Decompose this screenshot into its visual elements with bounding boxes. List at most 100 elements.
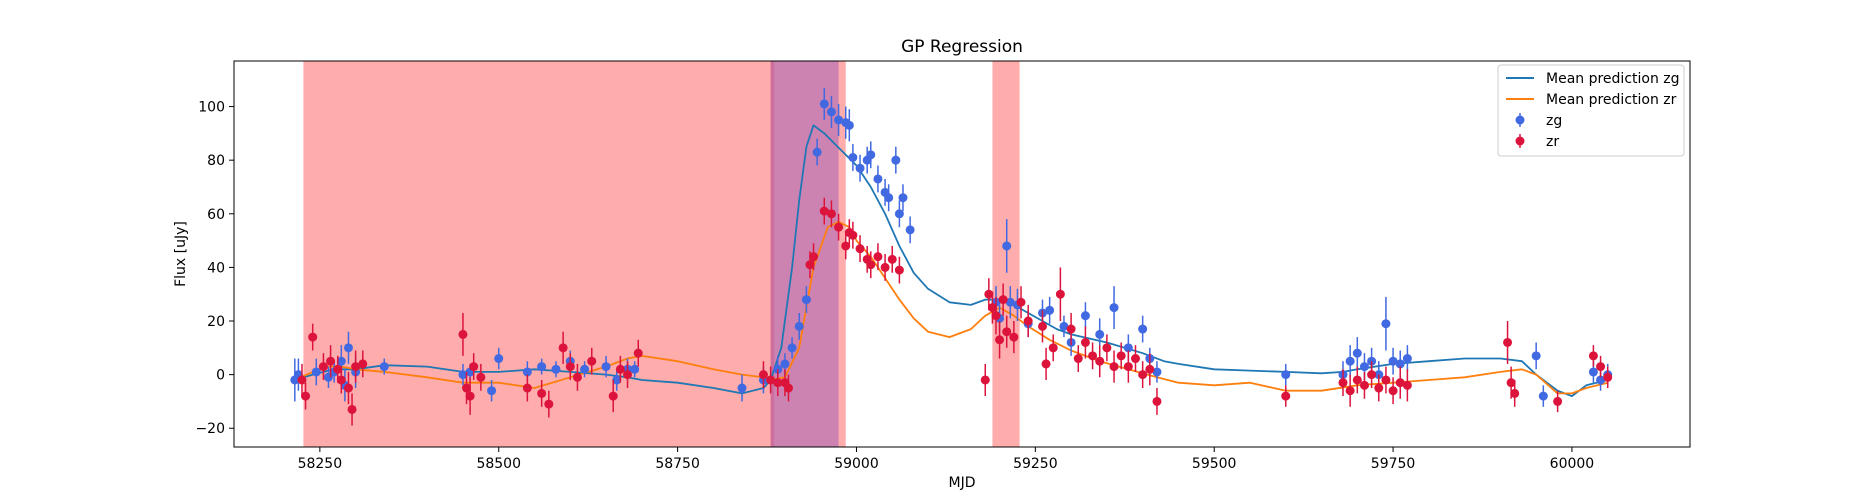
marker xyxy=(1388,386,1398,396)
marker xyxy=(1045,305,1055,315)
marker xyxy=(537,388,547,398)
x-axis-ticks: 58250 58500 58750 59000 59250 59500 59750 60000 xyxy=(298,447,1594,472)
data-point-zr-13 xyxy=(465,377,475,415)
marker xyxy=(565,362,575,372)
marker xyxy=(1048,343,1058,353)
marker xyxy=(1395,378,1405,388)
marker xyxy=(1588,351,1598,361)
data-point-zr-35 xyxy=(826,200,836,228)
marker xyxy=(1109,362,1119,372)
data-point-zr-73 xyxy=(1152,388,1162,415)
marker xyxy=(351,362,361,372)
data-point-zg-27 xyxy=(787,337,797,359)
data-point-zg-31 xyxy=(819,87,829,120)
marker xyxy=(1388,356,1398,366)
data-point-zr-28 xyxy=(766,366,776,394)
data-point-zg-72 xyxy=(1388,347,1398,375)
data-point-zg-75 xyxy=(1531,342,1541,370)
data-point-zg-10 xyxy=(458,363,468,386)
legend-swatch-zg-marker xyxy=(1515,115,1525,125)
data-point-zg-49 xyxy=(1002,219,1012,273)
marker xyxy=(1005,297,1015,307)
shaded-regions xyxy=(303,61,1020,447)
marker xyxy=(894,265,904,275)
y-tick-label: 100 xyxy=(198,100,225,116)
data-point-zr-64 xyxy=(1088,342,1098,370)
marker xyxy=(522,383,532,393)
marker xyxy=(1037,321,1047,331)
y-tick-label: −20 xyxy=(195,421,225,437)
marker xyxy=(873,252,883,262)
marker xyxy=(336,375,346,385)
marker xyxy=(737,383,747,393)
marker xyxy=(1059,321,1069,331)
data-point-zr-22 xyxy=(587,347,597,375)
data-point-zr-62 xyxy=(1073,345,1083,372)
data-point-zr-24 xyxy=(615,355,625,383)
marker xyxy=(1603,372,1613,382)
x-tick-label: 59250 xyxy=(1013,456,1058,472)
marker xyxy=(1002,327,1012,337)
data-point-zg-36 xyxy=(848,144,858,171)
marker xyxy=(1402,354,1412,364)
data-point-zr-54 xyxy=(1009,321,1019,354)
y-tick-label: 0 xyxy=(216,368,225,384)
marker xyxy=(1281,391,1291,401)
data-point-zr-20 xyxy=(565,353,575,380)
data-point-zr-56 xyxy=(1023,304,1033,338)
marker xyxy=(844,120,854,130)
marker xyxy=(572,372,582,382)
y-axis-label: Flux [uJy] xyxy=(173,221,189,287)
shaded-region-2 xyxy=(770,61,839,447)
data-point-zr-80 xyxy=(1374,374,1384,402)
data-point-zr-77 xyxy=(1352,366,1362,394)
marker xyxy=(866,150,876,160)
marker xyxy=(462,383,472,393)
legend-swatch-zr-marker xyxy=(1515,136,1525,146)
marker xyxy=(1588,367,1598,377)
data-point-zr-9 xyxy=(351,350,361,383)
marker xyxy=(379,362,389,372)
data-point-zg-74 xyxy=(1402,345,1412,372)
data-point-zg-55 xyxy=(1059,315,1069,338)
shaded-region-0 xyxy=(303,61,775,447)
data-point-zg-19 xyxy=(601,355,611,378)
marker xyxy=(326,356,336,366)
marker xyxy=(458,329,468,339)
data-point-zr-10 xyxy=(358,350,368,378)
marker xyxy=(469,362,479,372)
legend-label-zg: zg xyxy=(1546,113,1562,129)
marker xyxy=(812,147,822,157)
data-point-zr-7 xyxy=(343,371,353,405)
marker xyxy=(522,367,532,377)
data-point-zr-55 xyxy=(1016,286,1026,319)
marker xyxy=(1123,362,1133,372)
data-point-zr-45 xyxy=(887,245,897,273)
data-point-zr-79 xyxy=(1367,361,1377,389)
marker xyxy=(894,209,904,219)
data-point-zr-14 xyxy=(469,353,479,380)
marker xyxy=(801,295,811,305)
marker xyxy=(1138,324,1148,334)
data-point-zg-9 xyxy=(379,358,389,375)
marker xyxy=(998,295,1008,305)
data-point-zg-18 xyxy=(580,361,590,378)
data-point-zr-47 xyxy=(980,363,990,397)
marker xyxy=(855,163,865,173)
marker xyxy=(1023,316,1033,326)
marker xyxy=(995,335,1005,345)
data-point-zr-11 xyxy=(458,312,468,356)
marker xyxy=(1041,359,1051,369)
data-point-zr-3 xyxy=(318,353,328,380)
data-point-zr-76 xyxy=(1345,374,1355,407)
data-point-zg-64 xyxy=(1281,363,1291,386)
marker xyxy=(1506,378,1516,388)
legend: Mean prediction zg Mean prediction zr zg… xyxy=(1497,64,1685,157)
data-point-zr-50 xyxy=(991,296,1001,335)
marker xyxy=(615,364,625,374)
data-point-zr-68 xyxy=(1116,342,1126,370)
data-point-zg-42 xyxy=(884,184,894,212)
marker xyxy=(987,303,997,313)
marker xyxy=(855,244,865,254)
